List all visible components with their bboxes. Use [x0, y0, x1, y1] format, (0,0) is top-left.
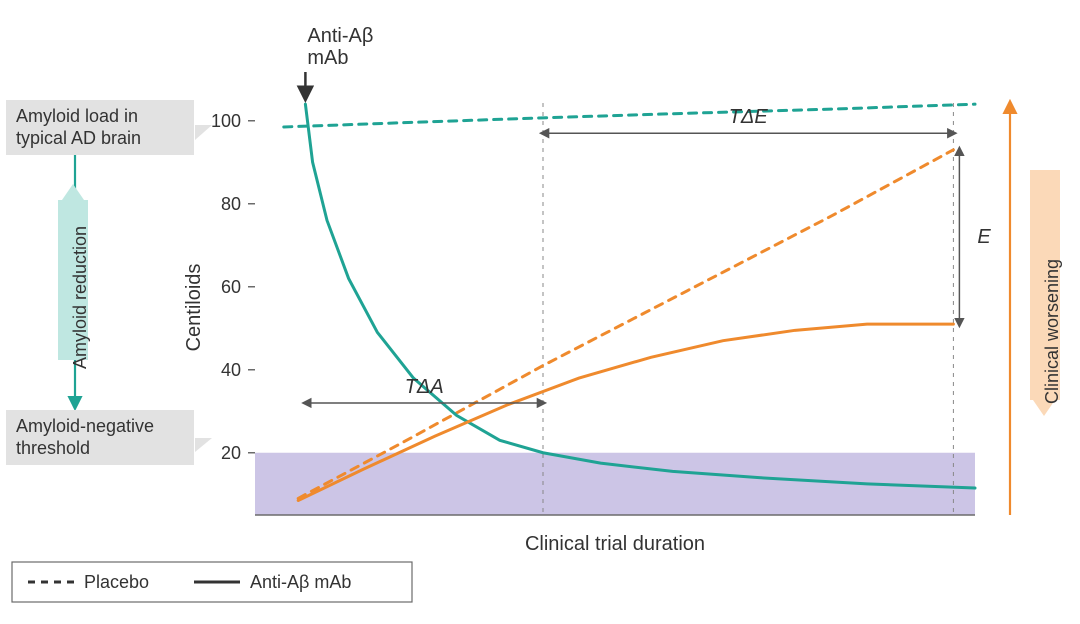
txt: typical AD brain [16, 128, 141, 148]
y-axis-title: Centiloids [183, 264, 205, 352]
label-amyloid-threshold: Amyloid-negative threshold [6, 410, 194, 465]
double-arrow-label: TΔE [729, 106, 769, 128]
clinical-worsening-label: Clinical worsening [1034, 170, 1071, 408]
y-tick-label: 80 [221, 194, 241, 214]
y-tick-label: 100 [211, 111, 241, 131]
legend-label: Placebo [84, 572, 149, 592]
chart-svg: 20 40 60 80 100 Centiloids Clinical trial dura… [0, 0, 1080, 624]
double-arrow-E-label: E [977, 226, 991, 248]
amyloid-reduction-label: Amyloid reduction [62, 195, 99, 373]
txt: Amyloid-negative [16, 416, 154, 436]
series-placebo-amyloid [284, 104, 975, 127]
box-pointer [195, 125, 212, 140]
txt: Amyloid load in [16, 106, 138, 126]
legend-label: Anti-Aβ mAb [250, 572, 351, 592]
txt: threshold [16, 438, 90, 458]
intervention-label: Anti-Aβ [307, 25, 373, 47]
y-tick-label: 60 [221, 277, 241, 297]
y-tick-label: 40 [221, 360, 241, 380]
series-treatment-amyloid [305, 104, 975, 488]
double-arrow-label: TΔA [405, 376, 444, 398]
label-amyloid-load: Amyloid load in typical AD brain [6, 100, 194, 155]
box-pointer [195, 438, 212, 452]
y-tick-label: 20 [221, 443, 241, 463]
intervention-label: mAb [307, 47, 348, 69]
x-axis-title: Clinical trial duration [525, 533, 705, 555]
